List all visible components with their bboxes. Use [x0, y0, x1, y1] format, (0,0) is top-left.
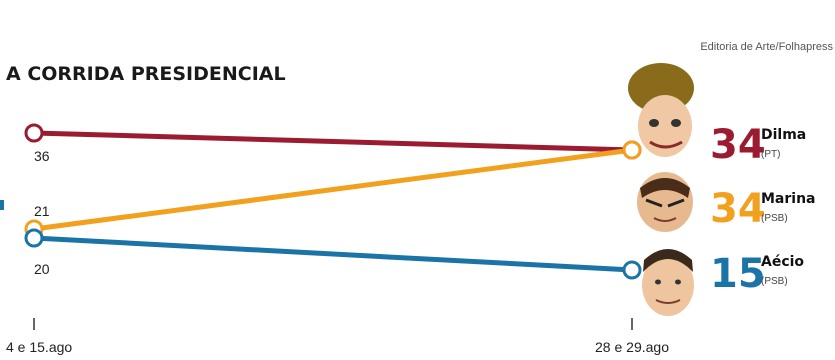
candidate-party-aecio: (PSB) [761, 276, 788, 287]
start-label-dilma: 36 [34, 148, 50, 164]
point-marina-end [622, 140, 642, 160]
x-tick-label-start: 4 e 15.ago [6, 339, 72, 355]
dilma-portrait [628, 63, 694, 157]
point-aecio-end [622, 260, 642, 280]
start-label-marina: 21 [34, 203, 50, 219]
series-line-marina [31, 147, 635, 232]
series-line-aecio [31, 235, 635, 273]
point-aecio-start [24, 228, 44, 248]
candidate-name-marina: Marina [761, 191, 816, 207]
left-edge-marker [0, 200, 4, 210]
candidate-name-aecio: Aécio [761, 254, 804, 270]
candidate-party-marina: (PSB) [761, 213, 788, 224]
source-credit: Editoria de Arte/Folhapress [700, 41, 833, 53]
aecio-portrait [642, 249, 694, 316]
chart-title: A CORRIDA PRESIDENCIAL [6, 63, 286, 85]
end-value-marina: 34 [710, 186, 766, 232]
end-value-dilma: 34 [710, 122, 766, 168]
point-dilma-start [24, 123, 44, 143]
marina-portrait [637, 172, 693, 232]
end-value-aecio: 15 [710, 251, 766, 297]
start-label-aecio: 20 [34, 261, 50, 277]
series-line-dilma [31, 130, 635, 153]
candidate-party-dilma: (PT) [761, 149, 780, 160]
candidate-name-dilma: Dilma [761, 127, 806, 143]
x-tick-label-end: 28 e 29.ago [595, 339, 669, 355]
